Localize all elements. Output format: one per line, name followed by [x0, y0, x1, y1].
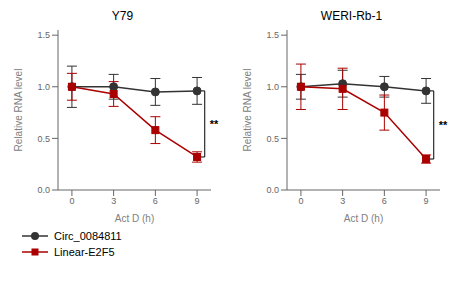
svg-text:0.0: 0.0: [37, 185, 50, 195]
svg-text:0.5: 0.5: [266, 134, 279, 144]
svg-text:0: 0: [69, 196, 74, 206]
svg-text:9: 9: [195, 196, 200, 206]
svg-text:Relative RNA level: Relative RNA level: [242, 69, 253, 152]
svg-text:Act D (h): Act D (h): [344, 213, 383, 224]
svg-text:0.5: 0.5: [37, 134, 50, 144]
svg-text:3: 3: [111, 196, 116, 206]
html-text:Linear-E2F5: Linear-E2F5: [54, 246, 115, 258]
svg-text:0: 0: [298, 196, 303, 206]
svg-text:1.0: 1.0: [266, 82, 279, 92]
html-text:WERI-Rb-1: WERI-Rb-1: [320, 9, 383, 23]
svg-text:1.5: 1.5: [266, 30, 279, 40]
svg-text:3: 3: [340, 196, 345, 206]
svg-text:**: **: [439, 119, 448, 131]
svg-text:9: 9: [424, 196, 429, 206]
svg-text:Act D (h): Act D (h): [115, 213, 154, 224]
svg-text:6: 6: [153, 196, 158, 206]
svg-text:6: 6: [382, 196, 387, 206]
svg-text:1.5: 1.5: [37, 30, 50, 40]
svg-text:Relative RNA level: Relative RNA level: [13, 69, 24, 152]
svg-text:1.0: 1.0: [37, 82, 50, 92]
svg-text:0.0: 0.0: [266, 185, 279, 195]
html-text:Y79: Y79: [111, 9, 134, 23]
svg-text:**: **: [210, 118, 219, 130]
html-text:Circ_0084811: Circ_0084811: [54, 230, 122, 242]
